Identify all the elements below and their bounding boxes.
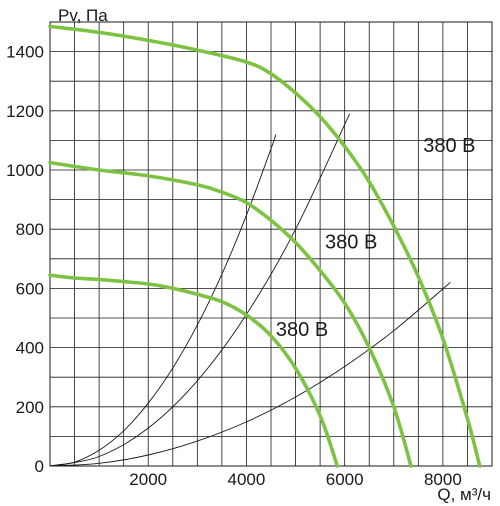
x-tick-label: 4000 [228, 470, 266, 489]
fan-curve-label: 380 В [325, 231, 377, 253]
system-curve [49, 134, 277, 467]
system-curves [49, 113, 451, 467]
labels: Pv, Па Q, м³/ч 2000 4000 6000 8000 0 200 400 60… [6, 6, 491, 504]
grid [49, 21, 493, 467]
fan-curve [48, 160, 413, 468]
y-tick-label: 0 [35, 457, 44, 476]
y-tick-label: 600 [16, 279, 44, 298]
y-tick-label: 200 [16, 398, 44, 417]
fan-curve-label: 380 В [276, 319, 328, 341]
system-curve [49, 113, 351, 467]
fan-curve [48, 24, 482, 468]
x-axis-label: Q, м³/ч [437, 485, 491, 504]
y-tick-label: 400 [16, 339, 44, 358]
system-curve [49, 282, 451, 467]
x-tick-label: 2000 [129, 470, 167, 489]
x-tick-label: 8000 [424, 470, 462, 489]
y-tick-label: 1200 [6, 102, 44, 121]
y-tick-label: 800 [16, 220, 44, 239]
fan-curve [48, 273, 340, 468]
fan-curve-label: 380 В [423, 135, 475, 157]
plot-frame [49, 21, 493, 467]
y-axis-label: Pv, Па [58, 6, 108, 25]
y-tick-label: 1400 [6, 43, 44, 62]
y-tick-label: 1000 [6, 161, 44, 180]
fan-curves [48, 24, 482, 468]
x-tick-label: 6000 [326, 470, 364, 489]
